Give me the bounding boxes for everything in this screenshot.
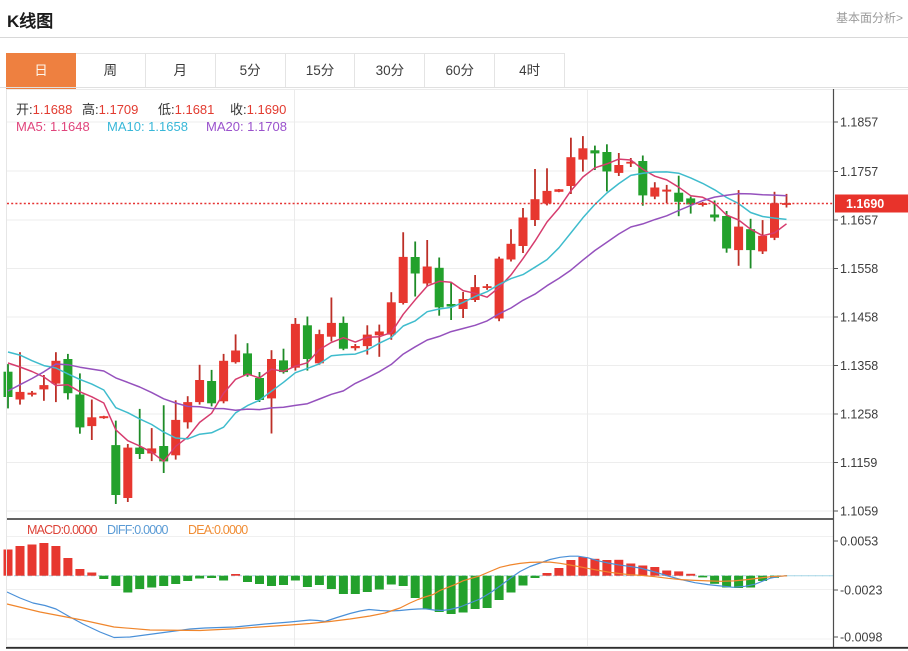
svg-text:1.1458: 1.1458 <box>840 310 878 324</box>
svg-text:1.1757: 1.1757 <box>840 165 878 179</box>
svg-text:1.1258: 1.1258 <box>840 407 878 421</box>
svg-text:-0.0098: -0.0098 <box>840 630 882 644</box>
svg-text:1.1857: 1.1857 <box>840 115 878 129</box>
svg-text:-0.0023: -0.0023 <box>840 583 882 597</box>
svg-text:1.1558: 1.1558 <box>840 262 878 276</box>
svg-text:1.1159: 1.1159 <box>840 456 877 470</box>
svg-text:1.1059: 1.1059 <box>840 504 878 518</box>
svg-text:0.0053: 0.0053 <box>840 534 878 548</box>
svg-text:1.1657: 1.1657 <box>840 213 878 227</box>
svg-text:1.1358: 1.1358 <box>840 359 878 373</box>
svg-text:1.1690: 1.1690 <box>846 197 884 211</box>
